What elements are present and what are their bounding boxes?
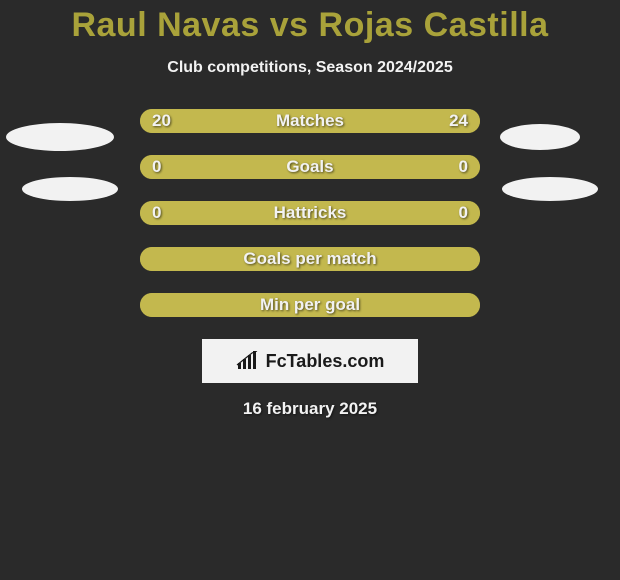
title-player1: Raul Navas [71, 6, 259, 44]
subtitle: Club competitions, Season 2024/2025 [0, 59, 620, 77]
stat-value-left: 20 [152, 109, 171, 133]
stat-label: Goals per match [140, 247, 480, 271]
decor-ellipse [502, 177, 598, 201]
stat-label: Min per goal [140, 293, 480, 317]
stat-row: Min per goal [140, 293, 480, 317]
decor-ellipse [500, 124, 580, 150]
page-title: Raul Navas vs Rojas Castilla [0, 6, 620, 45]
stat-label: Hattricks [140, 201, 480, 225]
logo-text: FcTables.com [266, 351, 385, 372]
date-text: 16 february 2025 [0, 399, 620, 419]
stat-value-right: 0 [459, 155, 468, 179]
bar-chart-icon [236, 351, 260, 371]
stat-row: Goals0 0 [140, 155, 480, 179]
stat-value-left: 0 [152, 201, 161, 225]
decor-ellipse [6, 123, 114, 151]
stat-value-left: 0 [152, 155, 161, 179]
stat-row: Matches20 24 [140, 109, 480, 133]
title-vs: vs [270, 6, 309, 44]
title-player2: Rojas Castilla [319, 6, 549, 44]
stat-row: Hattricks0 0 [140, 201, 480, 225]
stat-label: Matches [140, 109, 480, 133]
stat-value-right: 0 [459, 201, 468, 225]
chart-canvas: Raul Navas vs Rojas Castilla Club compet… [0, 0, 620, 580]
stat-value-right: 24 [449, 109, 468, 133]
stat-label: Goals [140, 155, 480, 179]
stat-row: Goals per match [140, 247, 480, 271]
logo-box: FcTables.com [202, 339, 418, 383]
decor-ellipse [22, 177, 118, 201]
